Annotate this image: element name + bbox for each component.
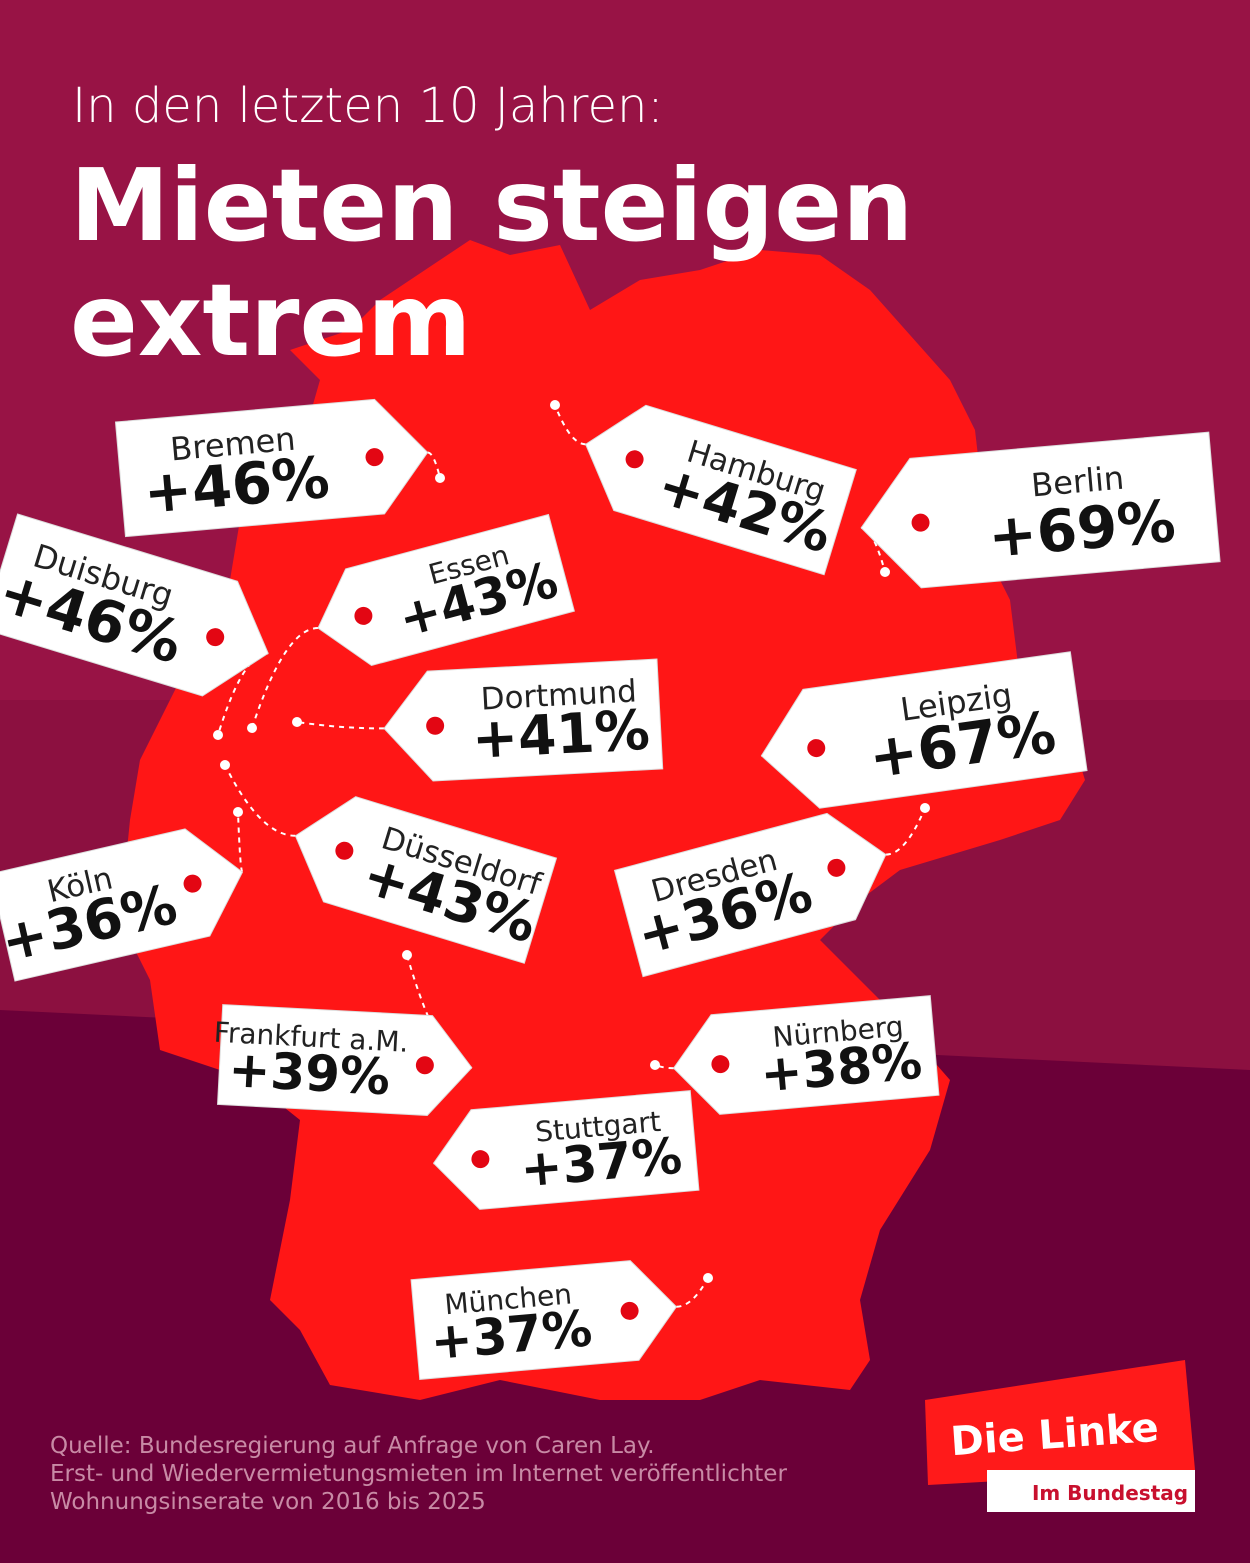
tag-hole	[354, 606, 373, 625]
city-point	[435, 473, 445, 483]
title: Mieten steigen	[70, 147, 913, 264]
tag-body	[0, 513, 269, 697]
city-name: Dortmund	[480, 673, 638, 717]
tag-body	[585, 404, 857, 576]
connector	[224, 764, 296, 837]
city-point	[550, 400, 560, 410]
tag-body	[432, 1090, 700, 1210]
rent-increase: +69%	[985, 487, 1178, 571]
tag-body	[294, 796, 558, 964]
logo-sub: Im Bundestag	[1032, 1481, 1188, 1505]
tag-hole	[807, 739, 826, 758]
tag-hole	[827, 858, 846, 877]
logo-box	[925, 1360, 1195, 1485]
city-point	[292, 717, 302, 727]
rent-increase: +37%	[518, 1127, 684, 1199]
tag-hole	[426, 716, 445, 735]
city-point	[880, 567, 890, 577]
city-point	[650, 1060, 660, 1070]
tag-body	[383, 658, 664, 782]
price-tag: Leipzig+67%	[760, 651, 1088, 809]
connector	[885, 807, 926, 856]
tag-hole	[415, 1056, 434, 1075]
source: Wohnungsinserate von 2016 bis 2025	[50, 1489, 486, 1515]
city-point	[402, 950, 412, 960]
city-point	[213, 730, 223, 740]
tag-hole	[365, 448, 384, 467]
price-tag: Dresden+36%	[613, 812, 887, 978]
source: Erst- und Wiedervermietungsmieten im Int…	[50, 1461, 787, 1487]
city-point	[220, 760, 230, 770]
connector	[427, 451, 441, 479]
city-name: Berlin	[1030, 459, 1126, 505]
tag-hole	[620, 1301, 639, 1320]
tag-body	[410, 1260, 678, 1380]
city-point	[920, 803, 930, 813]
connector	[554, 404, 586, 446]
source: Quelle: Bundesregierung auf Anfrage von …	[50, 1433, 655, 1459]
price-tag: Bremen+46%	[114, 398, 429, 538]
kicker: In den letzten 10 Jahren:	[72, 78, 664, 134]
connector	[296, 721, 385, 730]
price-tag: München+37%	[410, 1260, 678, 1380]
tag-hole	[625, 450, 644, 469]
tag-hole	[911, 513, 930, 532]
city-point	[247, 723, 257, 733]
price-tag: Dortmund+41%	[383, 658, 664, 782]
tag-hole	[183, 874, 202, 893]
tag-body	[114, 398, 429, 538]
city-point	[703, 1273, 713, 1283]
rent-increase: +38%	[758, 1032, 924, 1104]
price-tag: Berlin+69%	[860, 431, 1221, 589]
rent-increase: +37%	[428, 1299, 594, 1371]
city-point	[233, 807, 243, 817]
rent-increase: +41%	[470, 698, 651, 771]
tag-body	[217, 1004, 473, 1116]
tag-hole	[335, 841, 354, 860]
connector	[217, 652, 269, 736]
tag-body	[672, 995, 940, 1115]
price-tag: Stuttgart+37%	[432, 1090, 700, 1210]
title: extrem	[70, 262, 471, 379]
connector	[676, 1277, 709, 1308]
rent-increase: +46%	[141, 444, 332, 527]
logo-sub-box	[987, 1470, 1195, 1512]
tags: Bremen+46% Hamburg+42% Berlin+69%Duisburg+…	[0, 398, 1221, 1380]
price-tag: Frankfurt a.M.+39%	[213, 1004, 473, 1116]
tag-body	[860, 431, 1221, 589]
tag-hole	[206, 628, 225, 647]
connector	[654, 1064, 674, 1070]
price-tag: Essen+43%	[317, 513, 575, 667]
tag-body	[317, 513, 575, 667]
tag-hole	[471, 1150, 490, 1169]
rent-increase: +39%	[227, 1040, 391, 1106]
price-tag: Nürnberg+38%	[672, 995, 940, 1115]
tag-hole	[711, 1055, 730, 1074]
connector	[251, 627, 319, 729]
tag-body	[613, 812, 887, 978]
tag-body	[760, 651, 1088, 809]
tag-body	[0, 828, 244, 982]
